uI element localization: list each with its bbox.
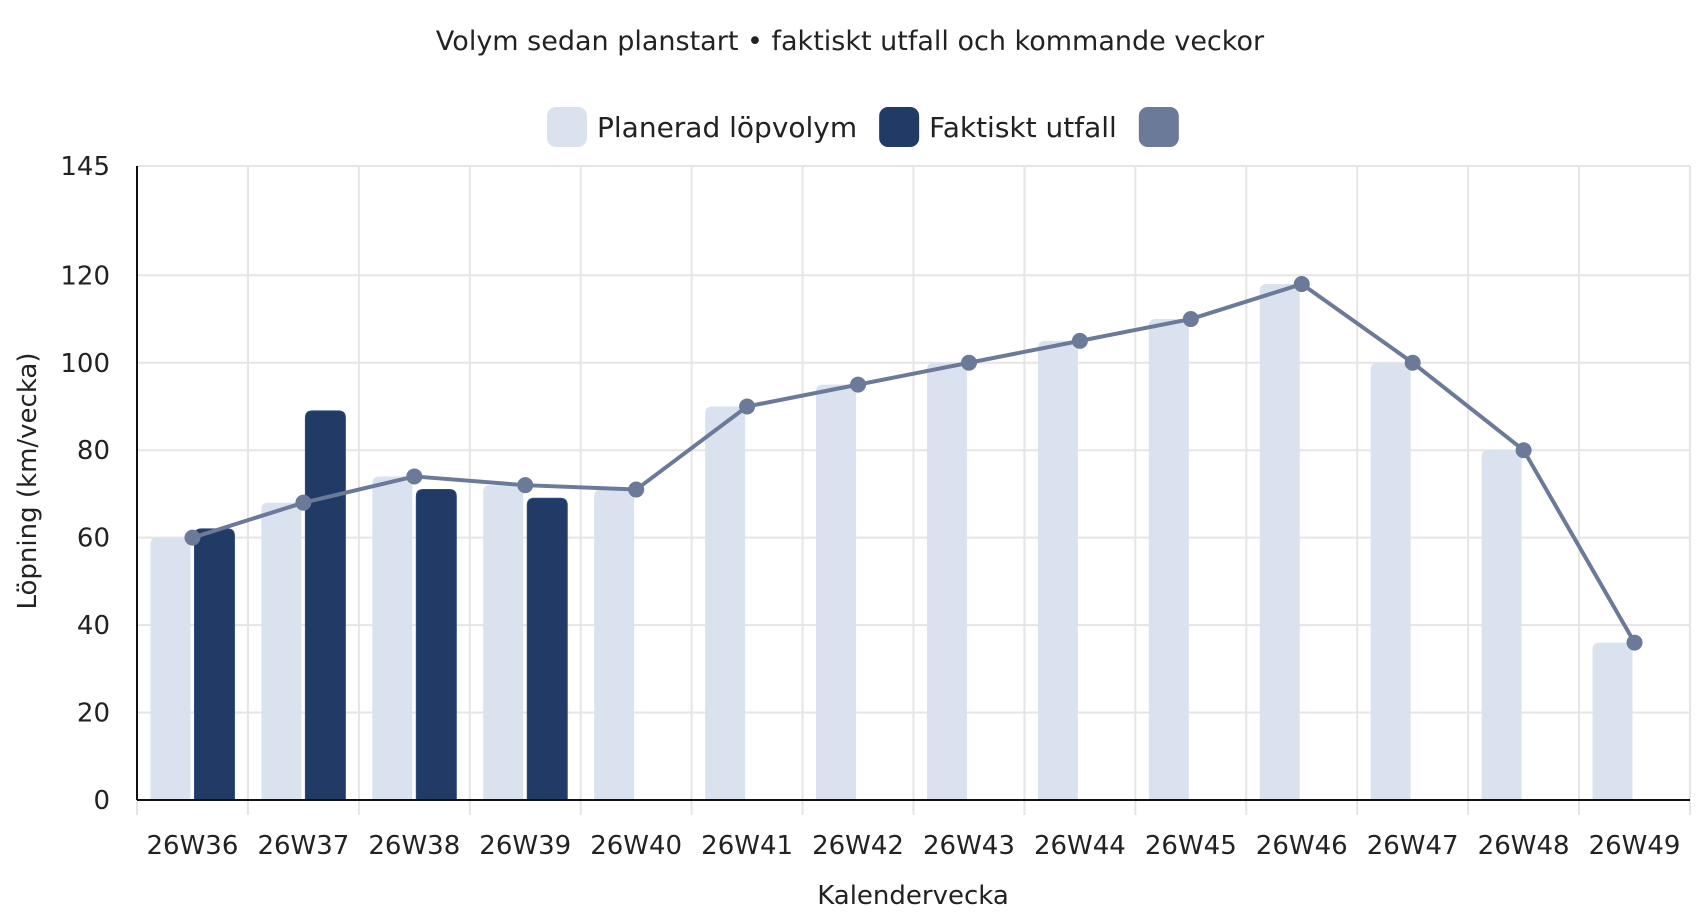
x-tick-label: 26W37 <box>257 831 349 861</box>
line-point <box>1071 332 1088 349</box>
legend-swatch[interactable] <box>1138 107 1179 147</box>
planned-bar <box>594 489 635 800</box>
x-tick-label: 26W49 <box>1589 831 1681 861</box>
legend-swatch[interactable] <box>879 107 920 147</box>
x-tick-label: 26W36 <box>147 831 239 861</box>
x-tick-label: 26W45 <box>1145 831 1237 861</box>
line-path <box>191 282 1637 644</box>
planned-bar <box>261 502 302 800</box>
planned-bar <box>816 384 857 800</box>
x-tick-label: 26W43 <box>923 831 1015 861</box>
y-tick-label: 145 <box>60 152 110 182</box>
y-tick-label: 80 <box>77 436 110 466</box>
legend-label[interactable]: Faktiskt utfall <box>929 111 1117 144</box>
y-tick-label: 20 <box>77 699 110 729</box>
x-tick-label: 26W44 <box>1034 831 1126 861</box>
line-point <box>960 354 977 371</box>
legend[interactable]: Planerad löpvolym Faktiskt utfall <box>547 107 1179 147</box>
y-axis-label: Löpning (km/vecka) <box>13 352 43 609</box>
y-tick-label: 40 <box>77 611 110 641</box>
line-point <box>517 477 534 494</box>
planned-bar <box>1592 642 1633 800</box>
planned-bar <box>150 537 191 800</box>
chart-title: Volym sedan planstart • faktiskt utfall … <box>436 26 1265 57</box>
legend-swatch[interactable] <box>547 107 587 147</box>
y-tick-label: 120 <box>60 261 110 291</box>
line-point <box>1293 276 1310 293</box>
x-tick-label: 26W40 <box>590 831 682 861</box>
line-point <box>628 481 645 498</box>
actual-bar <box>193 528 235 801</box>
y-axis-ticks: 0 20 40 60 80 100 120 145 <box>60 152 110 816</box>
line-point <box>850 376 867 393</box>
line-series <box>184 276 1643 651</box>
x-axis-label: Kalendervecka <box>817 881 1009 911</box>
x-tick-label: 26W42 <box>812 831 904 861</box>
planned-bar <box>483 485 524 800</box>
x-tick-label: 26W39 <box>479 831 571 861</box>
y-tick-label: 100 <box>60 349 110 379</box>
planned-bar <box>705 406 746 800</box>
actual-bar <box>304 410 346 801</box>
line-point <box>1626 634 1643 651</box>
y-tick-label: 60 <box>77 524 110 554</box>
actual-bar <box>526 497 568 801</box>
legend-label[interactable]: Planerad löpvolym <box>597 111 857 144</box>
planned-volume-bars <box>150 284 1633 800</box>
x-tick-label: 26W41 <box>701 831 793 861</box>
line-point <box>1515 442 1532 459</box>
actual-bar <box>415 489 457 801</box>
gridlines <box>136 165 1691 815</box>
x-tick-label: 26W38 <box>368 831 460 861</box>
planned-bar <box>1481 450 1522 800</box>
planned-bar <box>1148 319 1189 800</box>
line-point <box>184 529 201 546</box>
actual-outcome-bars <box>193 410 568 801</box>
planned-bar <box>1037 340 1078 800</box>
x-tick-label: 26W46 <box>1256 831 1348 861</box>
x-axis-ticks: 26W36 26W37 26W38 26W39 26W40 26W41 26W42 26W43… <box>147 831 1681 861</box>
planned-bar <box>1370 362 1411 800</box>
planned-bar <box>1259 284 1300 800</box>
line-point <box>739 398 756 415</box>
y-tick-label: 0 <box>93 786 110 816</box>
line-point <box>1182 311 1199 328</box>
planned-bar <box>926 362 967 800</box>
planned-bar <box>372 476 413 800</box>
line-point <box>295 494 312 511</box>
x-tick-label: 26W48 <box>1478 831 1570 861</box>
x-tick-label: 26W47 <box>1367 831 1459 861</box>
line-point <box>406 468 423 485</box>
line-point <box>1404 354 1421 371</box>
